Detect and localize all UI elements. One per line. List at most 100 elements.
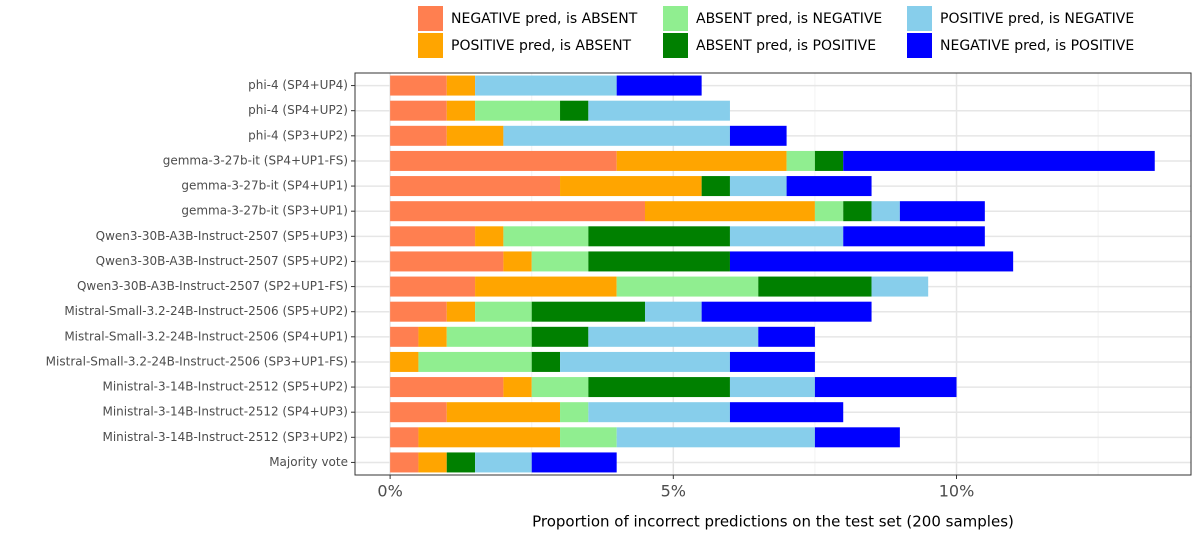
bar-segment xyxy=(871,276,929,297)
legend-label: POSITIVE pred, is NEGATIVE xyxy=(940,11,1134,27)
bar-segment xyxy=(446,125,504,146)
bar-segment xyxy=(390,452,419,473)
y-tick-label: Mistral-Small-3.2-24B-Instruct-2506 (SP5… xyxy=(64,304,348,318)
legend-label: NEGATIVE pred, is ABSENT xyxy=(451,11,638,27)
legend-label: ABSENT pred, is POSITIVE xyxy=(696,38,876,54)
bar-segment xyxy=(446,452,476,473)
bar-segment xyxy=(588,377,730,398)
bar-segment xyxy=(814,201,844,222)
bar-segment xyxy=(560,351,730,372)
y-tick-label: phi-4 (SP3+UP2) xyxy=(248,128,348,142)
bar-segment xyxy=(729,351,815,372)
bar-segment xyxy=(871,201,900,222)
y-tick-label: phi-4 (SP4+UP4) xyxy=(248,78,348,92)
bar-segment xyxy=(418,452,447,473)
x-tick-label: 10% xyxy=(939,482,975,501)
bar-segment xyxy=(644,201,815,222)
y-tick-label: Ministral-3-14B-Instruct-2512 (SP5+UP2) xyxy=(102,380,348,394)
x-tick-label: 0% xyxy=(377,482,402,501)
bar-segment xyxy=(701,301,872,322)
bar-segment xyxy=(729,377,815,398)
bar-segment xyxy=(390,201,645,222)
x-axis-label: Proportion of incorrect predictions on t… xyxy=(532,513,1014,531)
bar-segment xyxy=(588,402,730,423)
bar-segment xyxy=(786,150,815,171)
bar-segment xyxy=(503,251,532,272)
bar-segment xyxy=(503,226,589,247)
bar-segment xyxy=(390,276,476,297)
bar-segment xyxy=(588,226,730,247)
legend-key xyxy=(907,6,932,31)
bar-segment xyxy=(390,226,476,247)
bar-segment xyxy=(899,201,985,222)
bar-segment xyxy=(531,301,645,322)
legend-key xyxy=(663,6,688,31)
bar-segment xyxy=(475,452,532,473)
y-tick-label: Qwen3-30B-A3B-Instruct-2507 (SP5+UP2) xyxy=(96,254,348,268)
bar-segment xyxy=(475,276,617,297)
bar-segment xyxy=(560,427,617,448)
legend-label: NEGATIVE pred, is POSITIVE xyxy=(940,38,1134,54)
bar-segment xyxy=(701,176,730,197)
bar-segment xyxy=(814,150,844,171)
bar-segment xyxy=(503,125,730,146)
legend-label: POSITIVE pred, is ABSENT xyxy=(451,38,632,54)
plot-border xyxy=(354,72,1192,476)
bar-segment xyxy=(475,301,532,322)
bar-segment xyxy=(531,377,589,398)
bar-segment xyxy=(786,176,872,197)
bar-segment xyxy=(616,75,702,96)
bar-segment xyxy=(390,75,447,96)
legend-label: ABSENT pred, is NEGATIVE xyxy=(696,11,882,27)
bar-segment xyxy=(729,402,844,423)
bar-segment xyxy=(446,100,476,121)
bar-segment xyxy=(446,75,476,96)
bar-segment xyxy=(758,326,815,347)
bar-segment xyxy=(560,402,589,423)
bar-segment xyxy=(390,176,561,197)
bar-segment xyxy=(390,427,419,448)
bar-segment xyxy=(616,427,815,448)
bar-segment xyxy=(390,150,617,171)
bar-segment xyxy=(475,226,504,247)
legend-key xyxy=(418,6,443,31)
y-tick-label: Qwen3-30B-A3B-Instruct-2507 (SP5+UP3) xyxy=(96,229,348,243)
bar-segment xyxy=(729,176,787,197)
bar-segment xyxy=(560,176,702,197)
bar-segment xyxy=(475,100,561,121)
y-tick-label: gemma-3-27b-it (SP4+UP1-FS) xyxy=(163,153,348,167)
y-tick-label: gemma-3-27b-it (SP3+UP1) xyxy=(181,204,348,218)
bar-segment xyxy=(531,351,561,372)
bar-segment xyxy=(390,100,447,121)
bar-segment xyxy=(729,251,1014,272)
bar-segment xyxy=(588,326,759,347)
y-tick-label: Ministral-3-14B-Instruct-2512 (SP4+UP3) xyxy=(102,405,348,419)
bar-segment xyxy=(390,351,419,372)
y-tick-label: Majority vote xyxy=(269,455,348,469)
bar-segment xyxy=(758,276,872,297)
bar-segment xyxy=(446,402,561,423)
bar-segment xyxy=(588,251,730,272)
bar-segment xyxy=(390,377,504,398)
bar-segment xyxy=(588,100,730,121)
bar-segment xyxy=(531,326,589,347)
bar-segment xyxy=(729,226,844,247)
bar-segment xyxy=(503,377,532,398)
x-tick-label: 5% xyxy=(661,482,686,501)
bar-segment xyxy=(644,301,702,322)
bar-segment xyxy=(814,427,900,448)
bar-segment xyxy=(418,326,447,347)
bar-segment xyxy=(843,150,1155,171)
y-tick-label: Mistral-Small-3.2-24B-Instruct-2506 (SP4… xyxy=(64,329,348,343)
y-tick-label: Mistral-Small-3.2-24B-Instruct-2506 (SP3… xyxy=(46,354,348,368)
bar-segment xyxy=(531,452,617,473)
bar-segment xyxy=(616,150,787,171)
bar-segment xyxy=(843,201,872,222)
bar-segment xyxy=(390,326,419,347)
bar-segment xyxy=(418,351,532,372)
legend-key xyxy=(418,33,443,58)
legend-key xyxy=(907,33,932,58)
bar-segment xyxy=(390,251,504,272)
y-tick-label: phi-4 (SP4+UP2) xyxy=(248,103,348,117)
